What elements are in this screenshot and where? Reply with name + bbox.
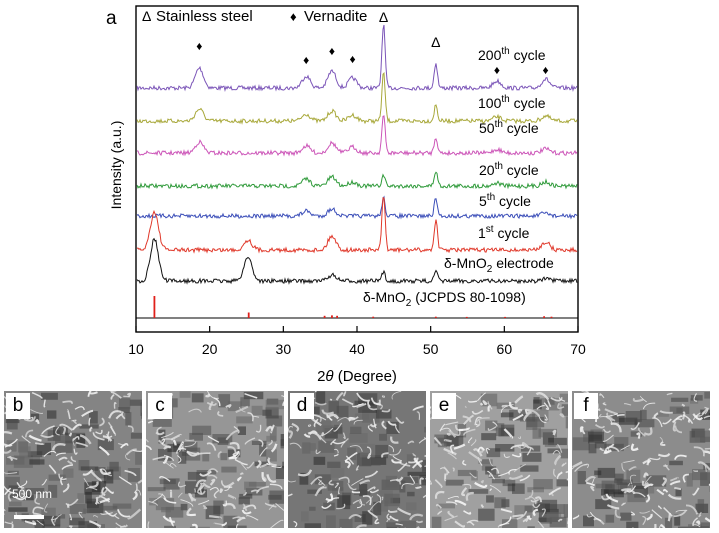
legend-vernadite-label: Vernadite — [304, 8, 367, 25]
sem-label-b: b — [6, 393, 30, 419]
x-axis-label-theta: θ — [325, 368, 333, 385]
sem-label-f: f — [574, 393, 598, 419]
peak-marker: ♦ — [543, 63, 549, 77]
scale-bar — [14, 515, 44, 519]
trace-label: δ-MnO2 electrode — [444, 255, 554, 275]
x-tick-label: 50 — [423, 341, 439, 357]
x-tick-label: 10 — [128, 341, 144, 357]
sem-label-e: e — [432, 393, 456, 419]
legend: Δ Stainless steel ♦ Vernadite — [142, 8, 367, 25]
x-tick-label: 70 — [570, 341, 586, 357]
peak-marker: ♦ — [329, 44, 335, 58]
trace-label: 5th cycle — [479, 192, 531, 209]
trace-7 — [136, 237, 578, 285]
scale-bar-text: 500 nm — [12, 487, 53, 501]
x-tick-label: 30 — [276, 341, 292, 357]
trace-label: 50th cycle — [479, 119, 539, 136]
sem-image-c — [146, 391, 284, 528]
trace-2 — [136, 72, 578, 125]
trace-6 — [136, 197, 578, 254]
peak-marker: ♦ — [350, 52, 356, 66]
trace-label: 200th cycle — [478, 46, 546, 63]
ref-label-post: (JCPDS 80-1098) — [411, 289, 525, 305]
peak-marker: ♦ — [196, 39, 202, 53]
legend-vernadite-marker: ♦ — [290, 9, 297, 24]
ref-label: δ-MnO2 (JCPDS 80-1098) — [363, 289, 526, 309]
reference-pattern — [136, 296, 578, 319]
trace-4 — [136, 171, 578, 190]
y-axis-label: Intensity (a.u.) — [108, 121, 124, 210]
sem-panel-c: c — [146, 391, 284, 528]
traces — [136, 24, 578, 285]
sem-label-c: c — [148, 393, 172, 419]
xrd-chart: a Δ Stainless steel ♦ Vernadite ♦♦♦♦ΔΔ♦ ♦… — [106, 5, 586, 385]
peak-marker: ♦ — [494, 63, 500, 77]
trace-5 — [136, 195, 578, 220]
trace-labels: 200th cycle 100th cycle 50th cycle 20th cyc… — [444, 46, 554, 275]
x-tick-label: 60 — [497, 341, 513, 357]
x-tick-label: 40 — [349, 341, 365, 357]
sem-panel-e: e — [430, 391, 568, 528]
panel-label-a: a — [106, 8, 117, 29]
ref-label-sub: 2 — [406, 298, 412, 309]
sem-label-d: d — [290, 393, 314, 419]
peak-marker: ♦ — [303, 53, 309, 67]
ref-label-main: δ-MnO — [363, 289, 406, 305]
trace-label: 100th cycle — [478, 94, 546, 111]
legend-stainless-marker: Δ — [142, 8, 151, 24]
peak-marker: Δ — [379, 9, 388, 25]
x-tick-label: 20 — [202, 341, 218, 357]
trace-1 — [136, 24, 578, 93]
x-axis-label: 2θ (Degree) — [317, 368, 397, 385]
sem-image-f — [572, 391, 710, 528]
legend-stainless-label: Stainless steel — [156, 8, 253, 25]
x-axis: 10 20 30 40 50 60 70 — [128, 326, 586, 357]
trace-3 — [136, 115, 578, 157]
x-axis-label-prefix: 2 — [317, 368, 325, 385]
x-axis-label-suffix: (Degree) — [334, 368, 397, 385]
sem-panel-b: b 500 nm — [4, 391, 142, 528]
trace-label: 20th cycle — [479, 161, 539, 178]
sem-panel-d: d — [288, 391, 426, 528]
trace-label: 1st cycle — [478, 224, 530, 241]
sem-panel-f: f — [572, 391, 710, 528]
peak-marker: Δ — [431, 34, 440, 50]
peak-markers: ♦ ♦ ♦ ♦ Δ Δ ♦ ♦ — [196, 9, 548, 77]
